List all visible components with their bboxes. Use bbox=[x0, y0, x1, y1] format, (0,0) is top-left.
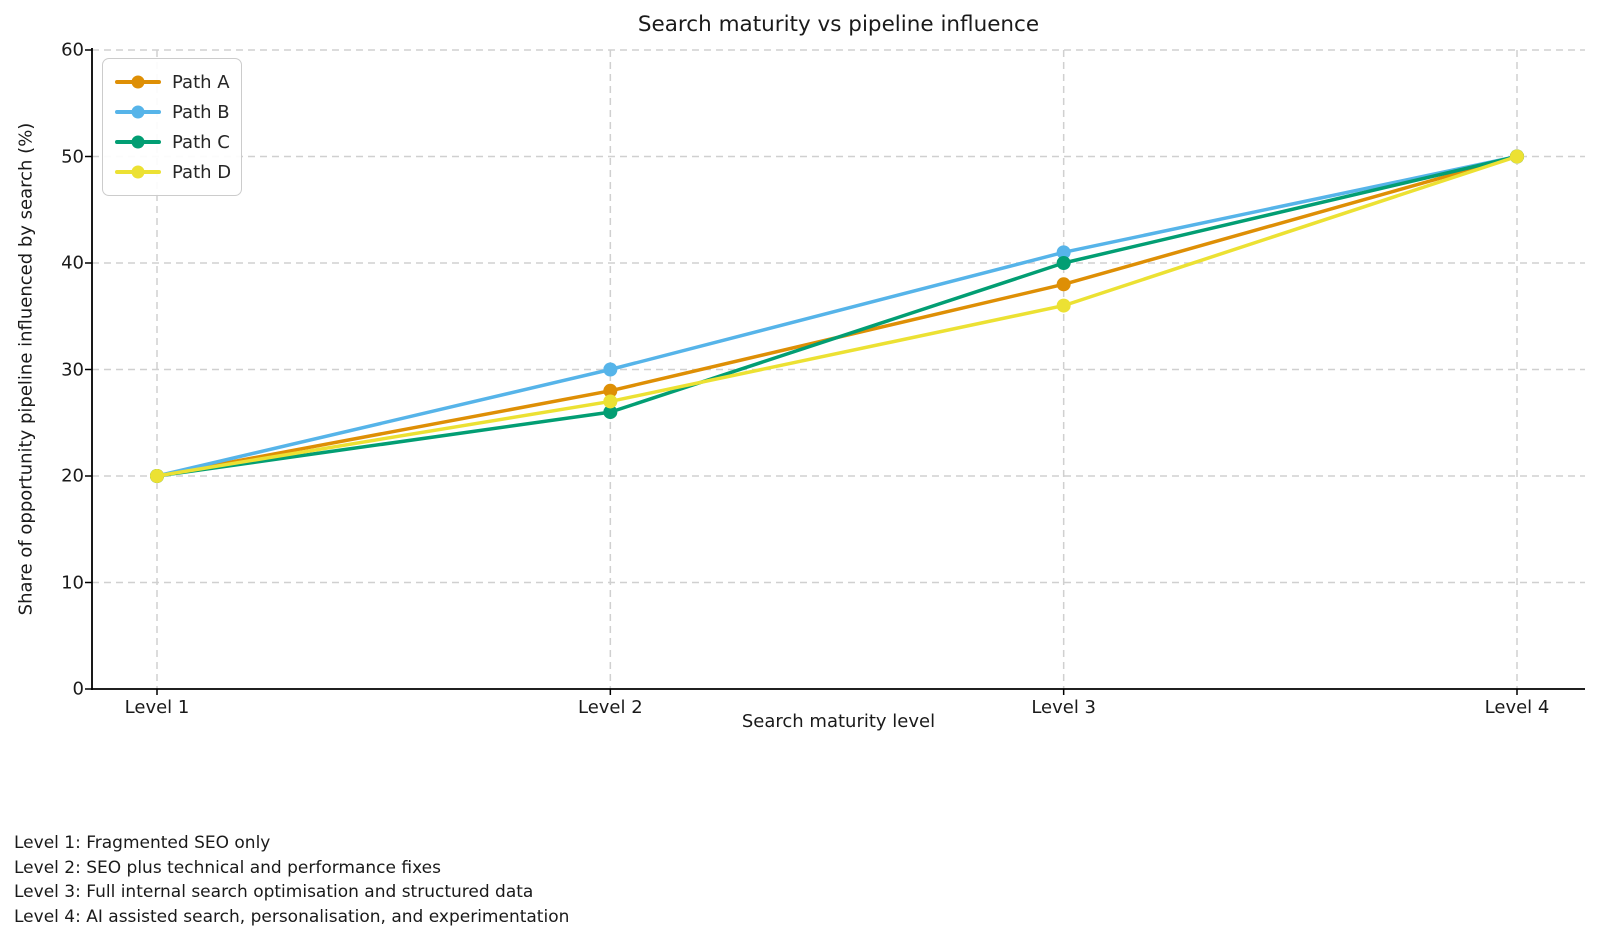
legend-item-path-b: Path B bbox=[115, 97, 241, 127]
series-line-path-d bbox=[155, 154, 1519, 478]
legend-item-path-d: Path D bbox=[115, 157, 241, 187]
legend-line-marker-icon bbox=[115, 75, 161, 89]
data-point bbox=[603, 362, 618, 377]
legend-line-marker-icon bbox=[115, 165, 161, 179]
data-point bbox=[1056, 245, 1071, 260]
data-point bbox=[1056, 277, 1071, 292]
y-tick-label: 30 bbox=[61, 359, 84, 380]
legend-label: Path A bbox=[172, 71, 230, 93]
level-definition-1: Level 1: Fragmented SEO only bbox=[14, 833, 271, 853]
legend-label: Path D bbox=[172, 161, 232, 183]
x-tick-label: Level 2 bbox=[577, 697, 643, 718]
data-point bbox=[1056, 256, 1071, 270]
level-definition-2: Level 2: SEO plus technical and performa… bbox=[14, 857, 441, 878]
data-point bbox=[603, 405, 618, 420]
data-point bbox=[603, 394, 618, 409]
y-tick-label: 20 bbox=[61, 465, 84, 487]
data-point bbox=[603, 383, 618, 398]
level-definition-4: Level 4: AI assisted search, personalisa… bbox=[14, 906, 570, 927]
legend-label: Path B bbox=[172, 101, 230, 123]
series-line-path-b bbox=[155, 154, 1519, 478]
level-definitions: Level 1: Fragmented SEO only Level 2: SE… bbox=[14, 831, 569, 929]
x-tick-label: Level 4 bbox=[1484, 697, 1550, 718]
chart-title: Search maturity vs pipeline influence bbox=[637, 12, 1040, 37]
legend-label: Path C bbox=[172, 131, 230, 153]
x-axis-label: Search maturity level bbox=[741, 711, 936, 732]
plot-area bbox=[85, 48, 1585, 695]
data-point bbox=[150, 469, 164, 483]
data-point bbox=[1056, 298, 1071, 313]
data-point bbox=[1510, 149, 1524, 164]
legend-item-path-a: Path A bbox=[115, 67, 241, 97]
legend-line-marker-icon bbox=[115, 135, 161, 149]
y-tick-label: 10 bbox=[61, 572, 84, 593]
level-definition-3: Level 3: Full internal search optimisati… bbox=[14, 882, 534, 903]
y-tick-label: 60 bbox=[61, 39, 84, 61]
legend-line-marker-icon bbox=[115, 105, 161, 119]
y-tick-label: 40 bbox=[61, 252, 84, 274]
chart-legend: Path A Path B Path C Path D bbox=[102, 58, 242, 196]
series-line-path-c bbox=[155, 154, 1519, 478]
y-tick-label: 0 bbox=[72, 678, 84, 700]
x-tick-label: Level 3 bbox=[1031, 697, 1096, 718]
y-tick-label: 50 bbox=[61, 146, 84, 167]
legend-item-path-c: Path C bbox=[115, 127, 241, 157]
x-tick-label: Level 1 bbox=[124, 697, 190, 718]
